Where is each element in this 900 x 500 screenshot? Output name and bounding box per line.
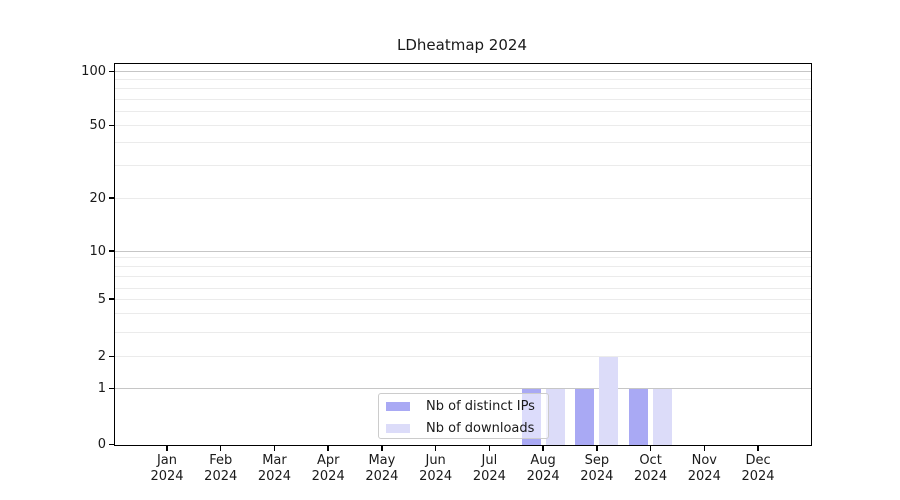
x-tick-jun [435, 446, 437, 451]
minor-gridline [115, 313, 811, 314]
minor-gridline [115, 142, 811, 143]
gridline-50 [115, 125, 811, 126]
minor-gridline [115, 257, 811, 258]
legend-swatch-downloads [386, 424, 410, 433]
minor-gridline [115, 88, 811, 89]
y-tick-10 [109, 250, 114, 252]
month-name: Dec [726, 453, 790, 469]
y-tick-label-100: 100 [66, 64, 106, 80]
y-tick-0 [109, 444, 114, 446]
x-tick-label-dec: Dec2024 [726, 453, 790, 485]
y-tick-2 [109, 356, 114, 358]
gridline-2 [115, 356, 811, 357]
month-year: 2024 [726, 469, 790, 485]
y-tick-5 [109, 298, 114, 300]
y-tick-label-50: 50 [66, 118, 106, 134]
legend-swatch-distinct-ips [386, 402, 410, 411]
gridline-20 [115, 198, 811, 199]
bar-oct-downloads [653, 389, 672, 445]
minor-gridline [115, 99, 811, 100]
minor-gridline [115, 266, 811, 267]
minor-gridline [115, 276, 811, 277]
minor-gridline [115, 165, 811, 166]
y-tick-label-20: 20 [66, 191, 106, 207]
y-tick-label-10: 10 [66, 244, 106, 260]
x-tick-nov [704, 446, 706, 451]
y-tick-100 [109, 71, 114, 73]
y-tick-20 [109, 197, 114, 199]
x-tick-apr [327, 446, 329, 451]
x-tick-jan [166, 446, 168, 451]
gridline-1 [115, 388, 811, 389]
x-tick-aug [542, 446, 544, 451]
x-tick-may [381, 446, 383, 451]
bar-oct-distinct-ips [629, 389, 648, 445]
minor-gridline [115, 288, 811, 289]
y-tick-label-2: 2 [66, 349, 106, 365]
gridline-10 [115, 251, 811, 252]
legend-label-downloads: Nb of downloads [426, 421, 534, 436]
figure: LDheatmap 2024 Nb of distinct IPs Nb of … [0, 0, 900, 500]
y-tick-50 [109, 125, 114, 127]
plot-area: Nb of distinct IPs Nb of downloads 01251… [114, 63, 812, 446]
y-tick-label-0: 0 [66, 437, 106, 453]
bar-sep-downloads [599, 357, 618, 445]
legend-item-downloads: Nb of downloads [379, 419, 548, 438]
legend-item-distinct-ips: Nb of distinct IPs [379, 397, 548, 416]
x-tick-mar [274, 446, 276, 451]
y-tick-label-5: 5 [66, 292, 106, 308]
x-tick-sep [596, 446, 598, 451]
gridline-100 [115, 71, 811, 72]
x-tick-jul [489, 446, 491, 451]
legend-label-distinct-ips: Nb of distinct IPs [426, 399, 535, 414]
bar-sep-distinct-ips [575, 389, 594, 445]
x-tick-oct [650, 446, 652, 451]
chart-title: LDheatmap 2024 [114, 36, 810, 54]
y-tick-label-1: 1 [66, 381, 106, 397]
minor-gridline [115, 79, 811, 80]
x-tick-feb [220, 446, 222, 451]
legend: Nb of distinct IPs Nb of downloads [378, 393, 549, 439]
y-tick-1 [109, 388, 114, 390]
x-tick-dec [757, 446, 759, 451]
minor-gridline [115, 111, 811, 112]
gridline-5 [115, 299, 811, 300]
minor-gridline [115, 332, 811, 333]
